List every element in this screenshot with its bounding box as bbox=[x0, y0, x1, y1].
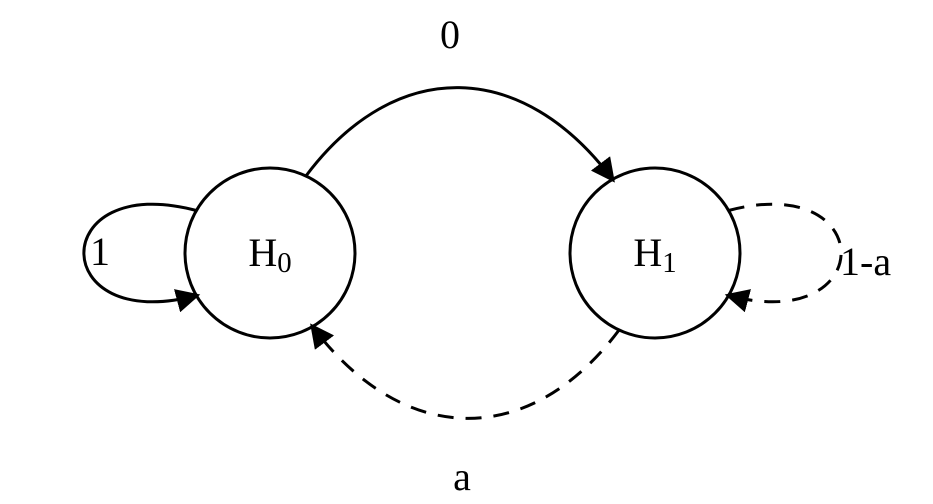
edge-label-h0-self: 1 bbox=[90, 229, 110, 274]
state-node-h0-label: H0 bbox=[248, 230, 291, 279]
state-node-h1-label: H1 bbox=[633, 230, 676, 279]
edge-label-h1-self: 1-a bbox=[840, 239, 891, 284]
edge-h0-to-h1 bbox=[306, 88, 613, 180]
edge-h1-self-loop bbox=[729, 204, 842, 302]
edge-h1-to-h0 bbox=[313, 327, 620, 419]
edge-label-h0-to-h1: 0 bbox=[440, 12, 460, 57]
state-diagram: H0 H1 0 1 a 1-a bbox=[0, 0, 933, 504]
edge-label-h1-to-h0: a bbox=[453, 454, 471, 499]
